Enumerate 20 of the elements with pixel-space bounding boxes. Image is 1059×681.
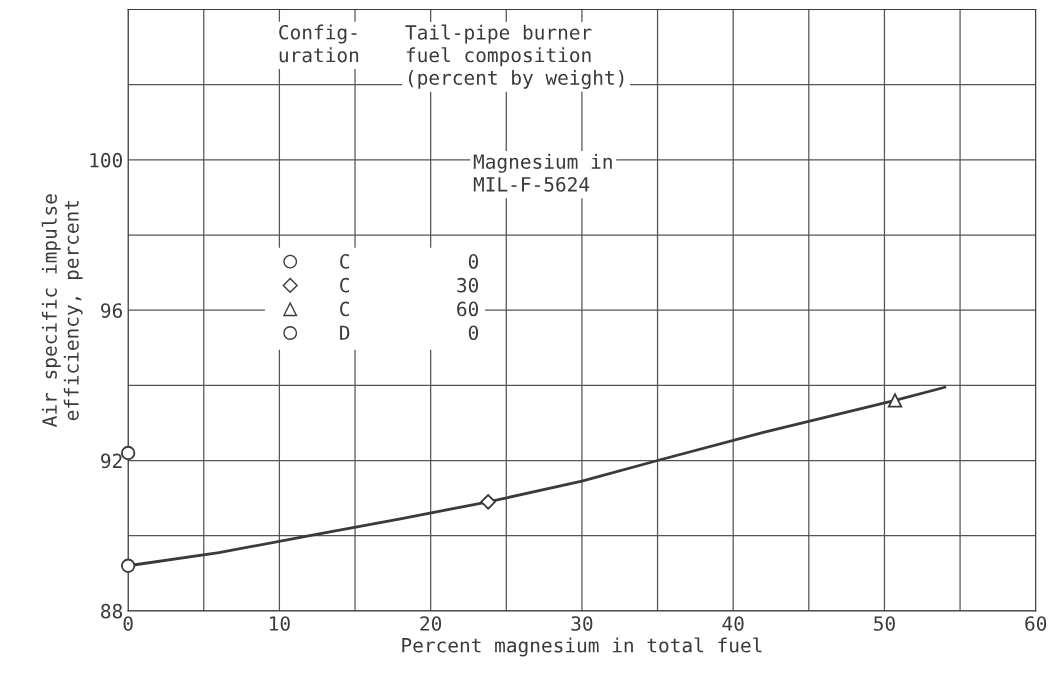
x-tick-label: 10 [270,616,290,631]
annotation: Tail-pipe burner fuel composition (percent by weight) [405,24,624,89]
legend-label: C 60 [340,301,479,317]
y-tick-label: 92 [101,453,122,469]
y-tick-label: 96 [101,303,123,318]
x-tick-label: 30 [571,616,593,631]
x-tick-label: 50 [874,616,895,631]
y-axis-title: Air specific impulse efficiency, percent [41,194,83,427]
legend-label: D 0 [340,325,479,341]
y-tick-label: 88 [101,603,123,619]
x-tick-label: 60 [1025,616,1047,631]
legend-label: C 0 [340,254,479,269]
x-tick-label: 0 [123,616,133,631]
y-tick-label: 100 [90,152,123,168]
x-tick-label: 40 [722,616,744,631]
annotation: Config- uration [279,24,359,63]
x-axis-title: Percent magnesium in total fuel [402,637,762,657]
annotation: Magnesium in MIL-F-5624 [473,153,612,192]
x-tick-label: 20 [420,616,442,631]
legend-label: C 30 [340,277,479,293]
